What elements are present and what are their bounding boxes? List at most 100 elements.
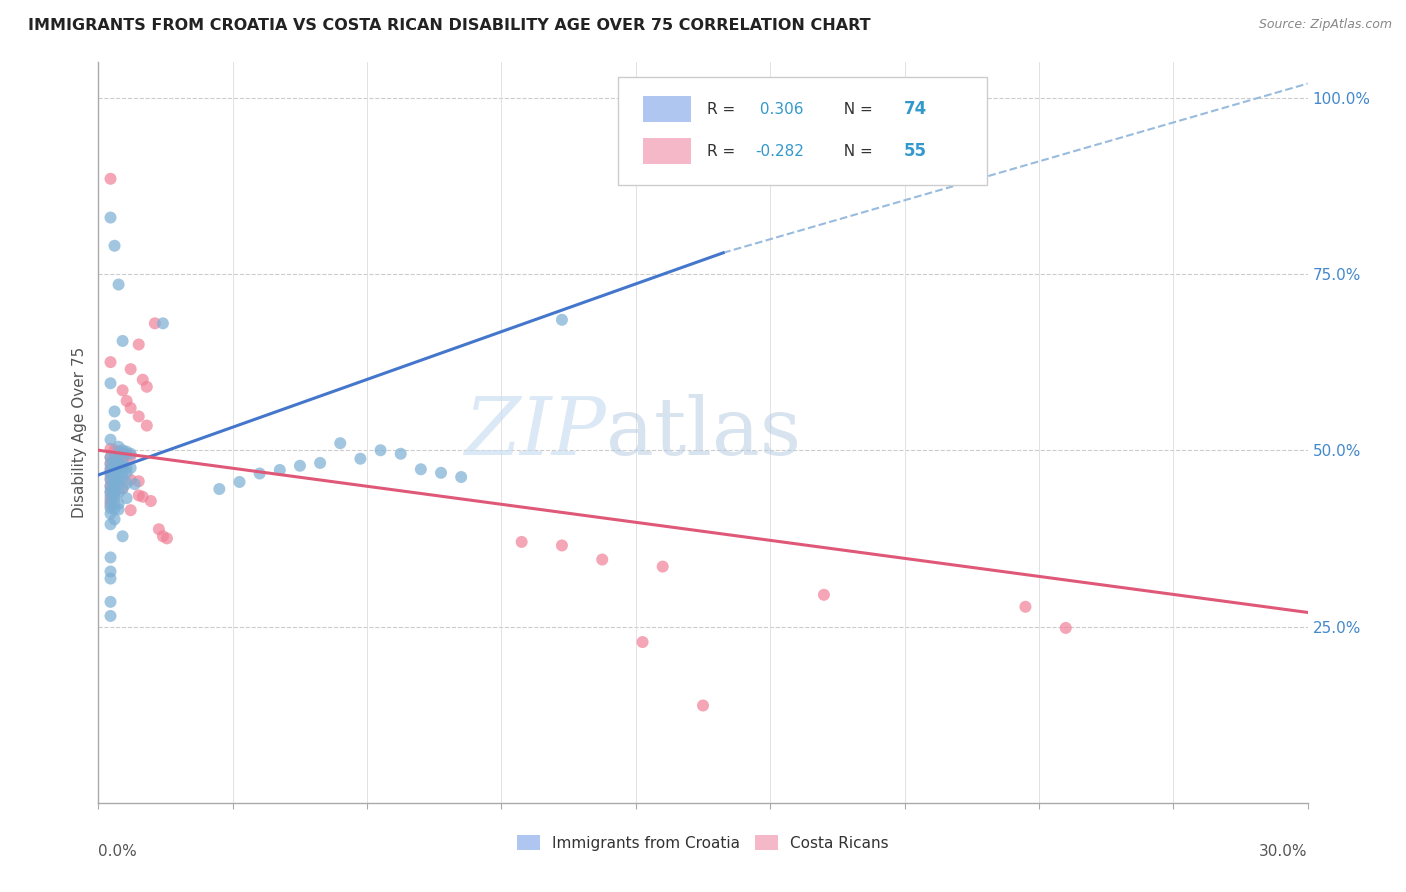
Point — [692, 698, 714, 713]
Point — [103, 480, 125, 494]
Point — [100, 501, 122, 516]
Point — [100, 211, 122, 225]
Text: N =: N = — [834, 144, 877, 159]
Point — [111, 529, 134, 543]
Point — [450, 470, 472, 484]
Point — [309, 456, 332, 470]
Point — [103, 443, 125, 458]
Point — [100, 572, 122, 586]
Point — [269, 463, 291, 477]
Text: 74: 74 — [904, 100, 927, 118]
Point — [115, 393, 138, 408]
Point — [103, 481, 125, 495]
Point — [1014, 599, 1036, 614]
Point — [349, 451, 371, 466]
Text: Source: ZipAtlas.com: Source: ZipAtlas.com — [1258, 18, 1392, 31]
Point — [631, 635, 654, 649]
Point — [100, 458, 122, 472]
Point — [156, 532, 179, 546]
Point — [107, 453, 129, 467]
Point — [100, 507, 122, 521]
Point — [135, 418, 157, 433]
Point — [111, 481, 134, 495]
Point — [152, 529, 174, 543]
Point — [143, 316, 166, 330]
Point — [103, 475, 125, 489]
Point — [103, 512, 125, 526]
Point — [100, 473, 122, 487]
Point — [100, 450, 122, 465]
Text: 0.0%: 0.0% — [98, 844, 138, 858]
FancyBboxPatch shape — [643, 138, 690, 164]
Point — [100, 471, 122, 485]
Point — [111, 465, 134, 479]
Point — [430, 466, 453, 480]
Point — [107, 485, 129, 500]
Point — [103, 496, 125, 510]
Point — [100, 480, 122, 494]
Point — [120, 503, 142, 517]
Point — [100, 485, 122, 500]
Point — [100, 171, 122, 186]
Point — [120, 447, 142, 461]
Point — [288, 458, 311, 473]
Point — [100, 609, 122, 624]
Point — [103, 484, 125, 499]
Point — [100, 433, 122, 447]
Point — [103, 451, 125, 466]
Point — [100, 565, 122, 579]
Point — [409, 462, 432, 476]
Point — [107, 452, 129, 467]
Point — [124, 477, 146, 491]
Point — [135, 380, 157, 394]
Y-axis label: Disability Age Over 75: Disability Age Over 75 — [72, 347, 87, 518]
Point — [115, 476, 138, 491]
Point — [100, 492, 122, 507]
Point — [103, 404, 125, 418]
Point — [107, 470, 129, 484]
Point — [370, 443, 392, 458]
Point — [107, 458, 129, 473]
Text: atlas: atlas — [606, 393, 801, 472]
Point — [111, 454, 134, 468]
Point — [103, 467, 125, 482]
Point — [128, 409, 150, 424]
Point — [132, 373, 155, 387]
Point — [111, 471, 134, 485]
Point — [111, 384, 134, 398]
Text: 30.0%: 30.0% — [1260, 844, 1308, 858]
Text: ZIP: ZIP — [464, 394, 606, 471]
Point — [100, 442, 122, 456]
Point — [115, 460, 138, 475]
FancyBboxPatch shape — [619, 78, 987, 185]
Point — [120, 362, 142, 376]
Point — [100, 355, 122, 369]
Point — [111, 454, 134, 468]
Point — [100, 467, 122, 482]
Point — [111, 460, 134, 475]
Point — [115, 448, 138, 462]
Point — [103, 458, 125, 472]
Point — [103, 501, 125, 516]
Point — [107, 464, 129, 478]
Point — [128, 337, 150, 351]
Point — [115, 444, 138, 458]
Point — [100, 376, 122, 391]
Point — [107, 458, 129, 473]
Point — [111, 459, 134, 474]
Point — [111, 334, 134, 348]
Point — [107, 440, 129, 454]
Point — [103, 418, 125, 433]
Text: R =: R = — [707, 102, 740, 117]
Point — [510, 535, 533, 549]
Point — [100, 466, 122, 480]
Point — [103, 463, 125, 477]
Point — [120, 473, 142, 487]
Point — [103, 464, 125, 478]
Point — [103, 458, 125, 472]
Text: N =: N = — [834, 102, 877, 117]
Point — [111, 446, 134, 460]
Point — [228, 475, 250, 489]
Point — [651, 559, 673, 574]
Point — [111, 443, 134, 458]
